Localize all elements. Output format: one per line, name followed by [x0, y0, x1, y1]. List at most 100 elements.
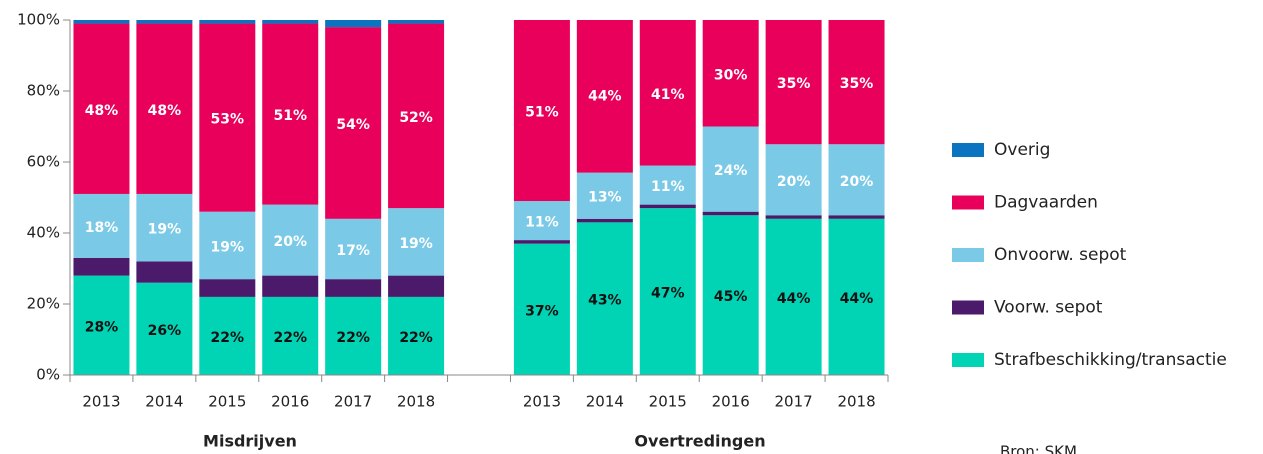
data-label: 45% [714, 289, 748, 305]
data-label: 35% [840, 76, 874, 92]
x-tick-label: 2018 [837, 393, 875, 411]
data-label: 13% [588, 190, 622, 206]
bar-segment [136, 261, 193, 283]
bar-segment [639, 165, 696, 205]
data-label: 37% [525, 303, 559, 319]
bar-segment [388, 23, 445, 209]
bar-segment [136, 23, 193, 194]
bar-segment [262, 296, 319, 375]
bar-segment [325, 218, 382, 280]
legend-swatch [952, 353, 984, 367]
bar-segment [828, 20, 885, 145]
bar-segment [262, 275, 319, 297]
bar-segment [388, 275, 445, 297]
bar-segment [513, 240, 570, 244]
bar-segment [325, 279, 382, 297]
bar-segment [639, 208, 696, 375]
y-tick-label: 80% [27, 82, 60, 100]
data-label: 30% [714, 67, 748, 83]
x-tick-label: 2017 [334, 393, 372, 411]
bar-segment [513, 20, 570, 202]
x-tick-label: 2014 [145, 393, 183, 411]
bar-segment [576, 218, 633, 223]
bar-segment [325, 20, 382, 28]
legend-label: Dagvaarden [994, 193, 1098, 213]
group-label: Misdrijven [203, 432, 297, 451]
bar-segment [388, 20, 445, 24]
bar-segment [576, 20, 633, 173]
bar-segment [73, 20, 130, 24]
data-label: 20% [840, 174, 874, 190]
data-label: 18% [85, 220, 119, 236]
bar-segment [73, 193, 130, 258]
bar-segment [513, 243, 570, 375]
data-label: 11% [525, 215, 559, 231]
bar-segment [262, 20, 319, 24]
y-tick-label: 20% [27, 295, 60, 313]
bar-segment [702, 211, 759, 216]
data-label: 11% [651, 179, 685, 195]
bar-segment [702, 20, 759, 127]
data-label: 44% [588, 89, 622, 105]
data-label: 43% [588, 293, 622, 309]
bar-segment [702, 215, 759, 375]
bar-segment [262, 204, 319, 276]
bar-segment [576, 172, 633, 219]
legend-label: Voorw. sepot [994, 298, 1103, 318]
bar-segment [199, 23, 256, 212]
bar-segment [136, 20, 193, 24]
bar-segment [199, 279, 256, 297]
data-label: 53% [211, 112, 245, 128]
data-label: 44% [840, 291, 874, 307]
x-tick-label: 2018 [397, 393, 435, 411]
legend-label: Strafbeschikking/transactie [994, 350, 1227, 370]
data-label: 48% [148, 103, 182, 119]
bar-segment [388, 208, 445, 276]
data-label: 35% [777, 76, 811, 92]
x-tick-label: 2016 [271, 393, 309, 411]
y-tick-label: 40% [27, 224, 60, 242]
bar-segment [262, 23, 319, 205]
bar-segment [576, 222, 633, 375]
legend-swatch [952, 300, 984, 315]
data-label: 51% [273, 108, 307, 124]
group-label: Overtredingen [634, 432, 765, 451]
bar-segment [765, 144, 822, 216]
data-label: 19% [399, 236, 433, 252]
bar-segment [639, 204, 696, 209]
bar-segment [73, 23, 130, 194]
data-label: 51% [525, 105, 559, 121]
data-label: 24% [714, 163, 748, 179]
x-tick-label: 2014 [586, 393, 624, 411]
data-label: 22% [273, 330, 307, 346]
bar-segment [73, 275, 130, 375]
data-label: 17% [336, 243, 370, 259]
bar-segment [828, 144, 885, 216]
bar-segment [325, 296, 382, 375]
plot-area [73, 20, 885, 375]
bar-segment [325, 27, 382, 219]
bar-segment [702, 126, 759, 212]
legend-swatch [952, 143, 984, 157]
source: Bron: SKM [1000, 443, 1077, 454]
y-tick-label: 100% [17, 11, 60, 29]
data-label: 19% [148, 222, 182, 238]
legend-swatch [952, 248, 984, 262]
bar-segment [136, 282, 193, 375]
x-tick-label: 2017 [775, 393, 813, 411]
data-label: 22% [399, 330, 433, 346]
bar-segment [388, 296, 445, 375]
data-label: 41% [651, 87, 685, 103]
bar-segment [513, 201, 570, 241]
legend-label: Overig [994, 140, 1050, 160]
data-label: 48% [85, 103, 119, 119]
bar-segment [765, 20, 822, 145]
bar-segment [199, 296, 256, 375]
bar-segment [765, 215, 822, 219]
legend-swatch [952, 195, 984, 210]
x-tick-label: 2015 [649, 393, 687, 411]
y-tick-label: 0% [36, 366, 60, 384]
legend-label: Onvoorw. sepot [994, 245, 1127, 265]
bar-segment [136, 193, 193, 262]
